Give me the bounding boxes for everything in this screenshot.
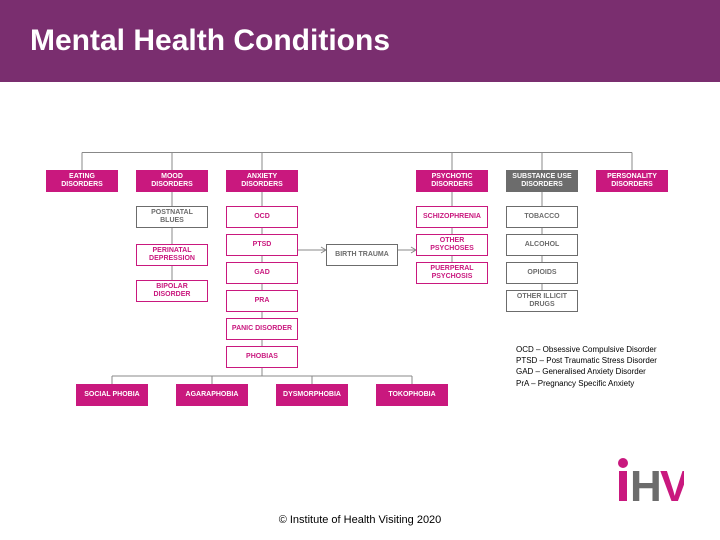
node-puerperal: PUERPERAL PSYCHOSIS: [416, 262, 488, 284]
legend-line: OCD – Obsessive Compulsive Disorder: [516, 344, 657, 355]
node-psychotic: PSYCHOTIC DISORDERS: [416, 170, 488, 192]
node-perinatal: PERINATAL DEPRESSION: [136, 244, 208, 266]
footer-copyright: © Institute of Health Visiting 2020: [0, 514, 720, 526]
node-phobias: PHOBIAS: [226, 346, 298, 368]
ihv-logo: H V: [616, 457, 684, 510]
legend: OCD – Obsessive Compulsive DisorderPTSD …: [516, 344, 657, 389]
page-title: Mental Health Conditions: [30, 24, 390, 58]
node-pra: PRA: [226, 290, 298, 312]
node-ocd: OCD: [226, 206, 298, 228]
flowchart-connectors: [30, 150, 690, 480]
flowchart: EATING DISORDERS MOOD DISORDERS ANXIETY DI…: [30, 150, 690, 480]
legend-line: PTSD – Post Traumatic Stress Disorder: [516, 355, 657, 366]
node-mood: MOOD DISORDERS: [136, 170, 208, 192]
node-tobacco: TOBACCO: [506, 206, 578, 228]
node-subst: SUBSTANCE USE DISORDERS: [506, 170, 578, 192]
node-birth: BIRTH TRAUMA: [326, 244, 398, 266]
header-bar: Mental Health Conditions: [0, 0, 720, 82]
node-bipolar: BIPOLAR DISORDER: [136, 280, 208, 302]
node-social: SOCIAL PHOBIA: [76, 384, 148, 406]
legend-line: GAD – Generalised Anxiety Disorder: [516, 366, 657, 377]
node-illicit: OTHER ILLICIT DRUGS: [506, 290, 578, 312]
node-otherpsych: OTHER PSYCHOSES: [416, 234, 488, 256]
svg-text:H: H: [630, 462, 662, 505]
node-ptsd: PTSD: [226, 234, 298, 256]
node-dysmor: DYSMORPHOBIA: [276, 384, 348, 406]
svg-text:V: V: [660, 462, 684, 505]
node-gad: GAD: [226, 262, 298, 284]
legend-line: PrA – Pregnancy Specific Anxiety: [516, 378, 657, 389]
node-postnatal: POSTNATAL BLUES: [136, 206, 208, 228]
node-schizo: SCHIZOPHRENIA: [416, 206, 488, 228]
node-tokoph: TOKOPHOBIA: [376, 384, 448, 406]
node-personality: PERSONALITY DISORDERS: [596, 170, 668, 192]
node-panic: PANIC DISORDER: [226, 318, 298, 340]
node-agara: AGARAPHOBIA: [176, 384, 248, 406]
node-opioids: OPIOIDS: [506, 262, 578, 284]
node-eating: EATING DISORDERS: [46, 170, 118, 192]
node-alcohol: ALCOHOL: [506, 234, 578, 256]
node-anxiety: ANXIETY DISORDERS: [226, 170, 298, 192]
